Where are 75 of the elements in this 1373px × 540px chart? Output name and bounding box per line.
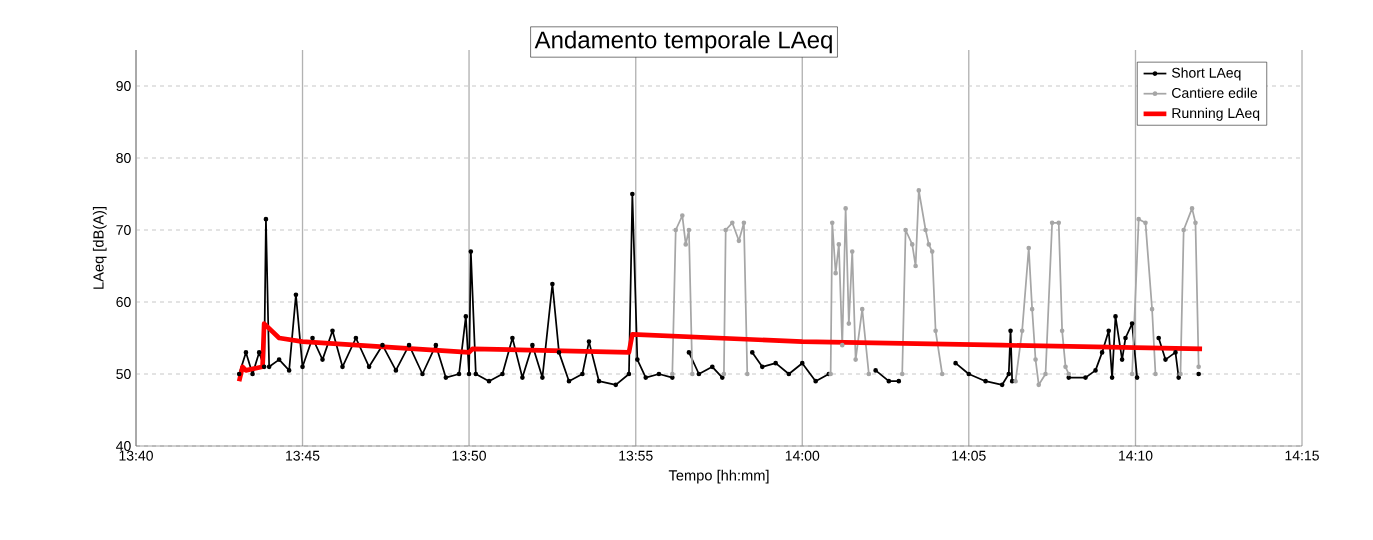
point — [1059, 328, 1065, 334]
point — [1036, 382, 1042, 388]
x-tick-label: 13:40 — [119, 450, 153, 461]
y-tick-label: 70 — [116, 225, 131, 235]
point — [1033, 357, 1038, 362]
point — [899, 371, 905, 377]
point — [1019, 328, 1025, 334]
point — [1049, 220, 1055, 226]
point — [839, 342, 845, 348]
point — [1026, 245, 1032, 251]
point — [1029, 306, 1035, 312]
point — [829, 220, 835, 226]
point — [913, 263, 918, 269]
point — [1043, 371, 1048, 377]
point — [939, 371, 945, 377]
point — [1056, 220, 1062, 226]
point — [933, 328, 938, 334]
point — [670, 371, 675, 377]
point — [836, 242, 842, 247]
point — [689, 371, 695, 377]
point — [926, 242, 932, 247]
y-tick-label: 80 — [116, 153, 131, 163]
point — [1149, 306, 1155, 312]
point — [721, 371, 727, 377]
point — [1136, 216, 1142, 222]
point — [1063, 364, 1068, 370]
point — [679, 213, 685, 218]
point — [1129, 371, 1135, 377]
y-tick-label: 60 — [116, 297, 131, 307]
y-tick-label: 40 — [116, 441, 131, 451]
point — [846, 321, 852, 326]
point — [1189, 206, 1195, 211]
point — [859, 306, 865, 312]
chart-title: Andamento temporale LAeq — [534, 30, 832, 54]
x-tick-label: 13:45 — [286, 450, 320, 461]
point — [843, 206, 848, 211]
point — [833, 270, 838, 276]
point — [853, 357, 858, 362]
point — [1178, 371, 1183, 377]
point — [1066, 371, 1072, 377]
legend-label: Short LAeq — [1171, 67, 1241, 81]
point — [1013, 378, 1018, 384]
point — [741, 220, 747, 226]
point — [1153, 371, 1158, 377]
y-tick-label: 90 — [116, 81, 131, 91]
x-tick-label: 14:10 — [1119, 450, 1153, 461]
point — [723, 227, 729, 233]
legend-label: Running LAeq — [1172, 107, 1260, 121]
line-series — [236, 321, 1205, 384]
x-tick-label: 14:05 — [952, 450, 986, 461]
point — [923, 227, 928, 233]
point — [686, 227, 692, 233]
point — [1143, 220, 1148, 226]
x-tick-label: 14:15 — [1285, 450, 1319, 461]
point — [903, 227, 908, 233]
point — [866, 371, 872, 377]
point — [736, 238, 742, 244]
point — [909, 242, 915, 247]
point — [683, 242, 689, 247]
point — [849, 249, 855, 254]
legend-label: Cantiere edile — [1172, 87, 1258, 98]
point — [916, 188, 922, 193]
x-tick-label: 13:55 — [619, 450, 653, 461]
point — [729, 220, 735, 226]
x-tick-label: 14:00 — [785, 450, 820, 461]
point — [1193, 220, 1198, 226]
point — [744, 371, 750, 377]
point — [673, 227, 679, 233]
y-axis-title: LAeq [dB(A)] — [92, 207, 107, 289]
x-tick-label: 13:50 — [452, 450, 486, 461]
x-axis-title: Tempo [hh:mm] — [668, 469, 769, 484]
point — [1196, 364, 1201, 370]
y-tick-label: 50 — [116, 369, 131, 379]
point — [929, 249, 935, 254]
point — [1181, 227, 1186, 233]
